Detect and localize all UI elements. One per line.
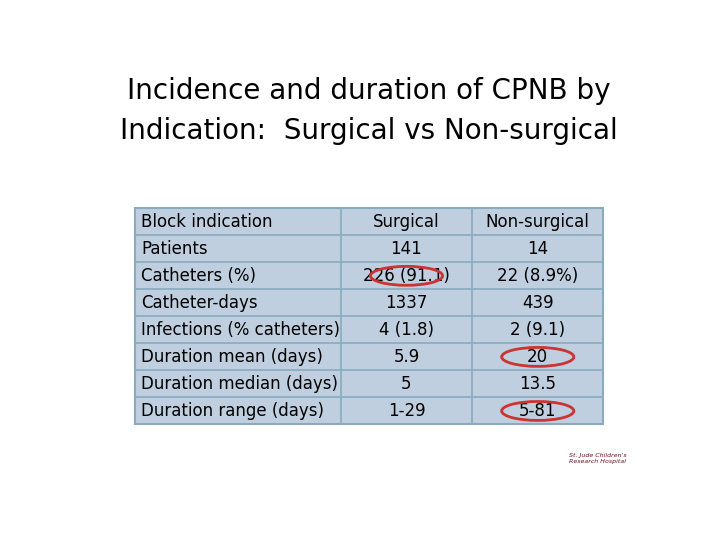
Text: Patients: Patients (141, 240, 208, 258)
Text: Surgical: Surgical (373, 213, 440, 231)
Text: Incidence and duration of CPNB by: Incidence and duration of CPNB by (127, 77, 611, 105)
Text: 439: 439 (522, 294, 554, 312)
Text: Catheters (%): Catheters (%) (141, 267, 256, 285)
Text: Catheter-days: Catheter-days (141, 294, 258, 312)
Text: 1337: 1337 (385, 294, 428, 312)
Text: Infections (% catheters): Infections (% catheters) (141, 321, 341, 339)
Text: Block indication: Block indication (141, 213, 273, 231)
Text: 141: 141 (391, 240, 423, 258)
Text: Duration median (days): Duration median (days) (141, 375, 338, 393)
Text: 5-81: 5-81 (519, 402, 557, 420)
Text: 1-29: 1-29 (387, 402, 426, 420)
Text: Indication:  Surgical vs Non-surgical: Indication: Surgical vs Non-surgical (120, 117, 618, 145)
Text: 14: 14 (527, 240, 549, 258)
Text: St. Jude Children's
Research Hospital: St. Jude Children's Research Hospital (569, 453, 626, 464)
Text: 22 (8.9%): 22 (8.9%) (497, 267, 578, 285)
Text: 5: 5 (401, 375, 412, 393)
Text: Non-surgical: Non-surgical (486, 213, 590, 231)
Text: 20: 20 (527, 348, 549, 366)
Text: 13.5: 13.5 (519, 375, 557, 393)
Text: 2 (9.1): 2 (9.1) (510, 321, 565, 339)
Text: 4 (1.8): 4 (1.8) (379, 321, 434, 339)
Text: Duration range (days): Duration range (days) (141, 402, 324, 420)
Bar (135, 208, 603, 424)
Text: 5.9: 5.9 (393, 348, 420, 366)
Text: Duration mean (days): Duration mean (days) (141, 348, 323, 366)
Text: 226 (91.1): 226 (91.1) (363, 267, 450, 285)
